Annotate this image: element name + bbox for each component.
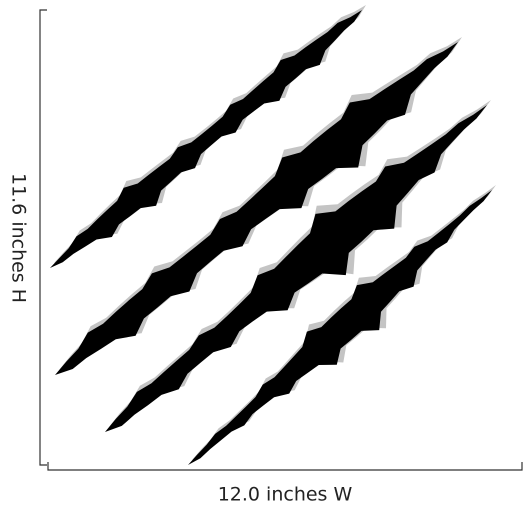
scratch bbox=[55, 42, 458, 375]
claw-scratch-decal bbox=[50, 5, 496, 465]
scratch bbox=[188, 190, 492, 465]
height-label: 11.6 inches H bbox=[8, 173, 30, 303]
width-bracket bbox=[47, 462, 523, 471]
scratch bbox=[50, 10, 362, 268]
height-bracket bbox=[39, 9, 47, 466]
scratch bbox=[105, 105, 487, 432]
width-label: 12.0 inches W bbox=[218, 484, 353, 506]
